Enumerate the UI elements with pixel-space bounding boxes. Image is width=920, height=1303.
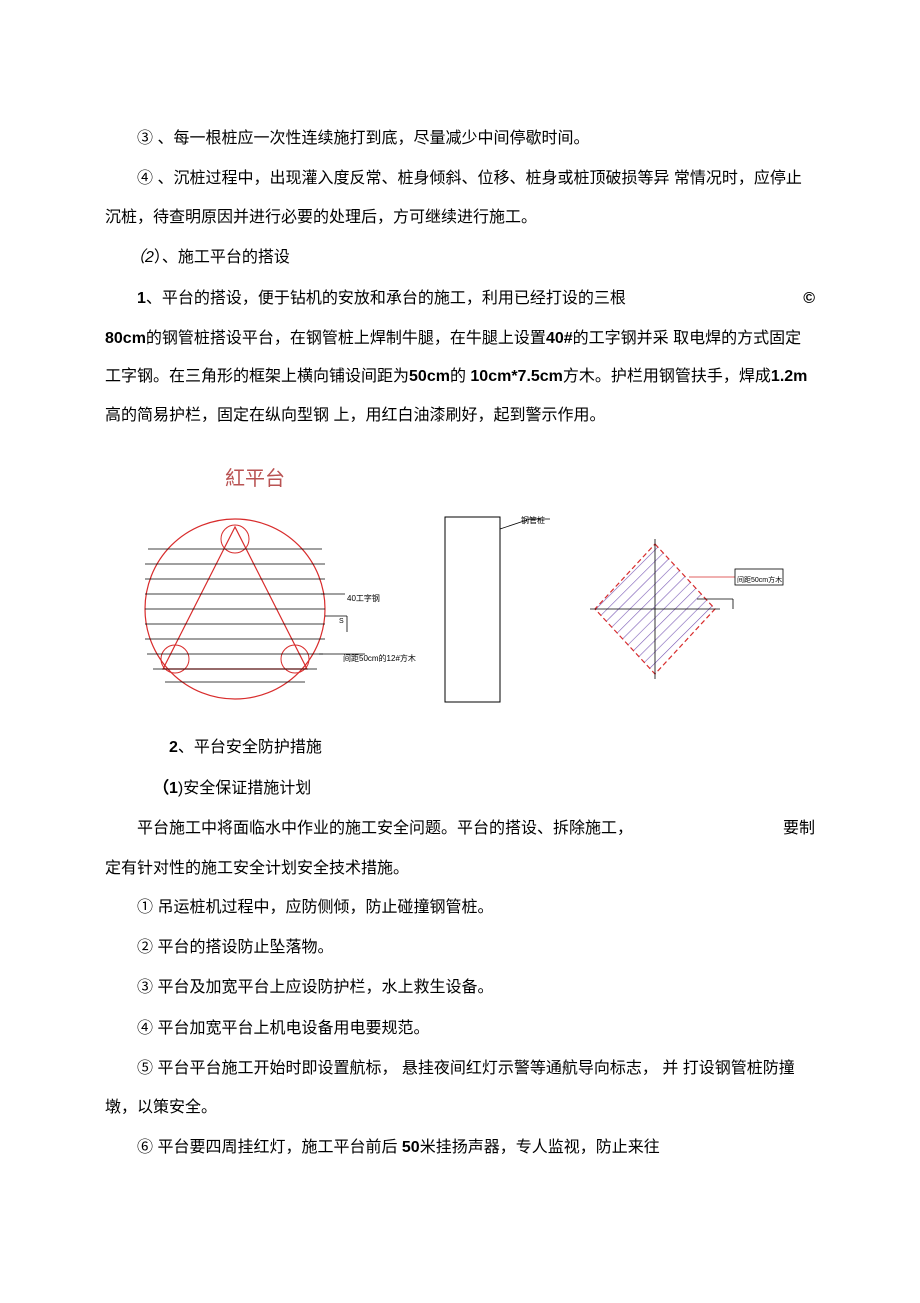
t4b9: 1.2m [771, 368, 807, 385]
para-safety-intro2: 定有针对性的施工安全计划安全技术措施。 [105, 850, 815, 888]
num-1: 1 [137, 290, 146, 307]
t4b2: 的钢管桩搭设平台，在钢管桩上焊制牛腿，在牛腿上设置 [146, 330, 546, 347]
item-4: ④ 、沉桩过程中，出现灌入度反常、桩身倾斜、位移、桩身或桩顶破损等异 常情况时，… [105, 160, 815, 237]
t13c: 米挂扬声器，专人监视，防止来往 [420, 1139, 660, 1156]
diagram-title: 紅平台 [105, 455, 815, 503]
section-2-num: （2 [129, 249, 154, 266]
t4b1: 80cm [105, 330, 146, 347]
para-platform-setup-cont: 80cm的钢管桩搭设平台，在钢管桩上焊制牛腿，在牛腿上设置40#的工字钢并采 取… [105, 320, 815, 435]
label-50cm: 间距50cm方木 [737, 573, 782, 590]
item-c4: ④ 平台加宽平台上机电设备用电要规范。 [105, 1010, 815, 1048]
item-c5: ⑤ 平台平台施工开始时即设置航标， 悬挂夜间红灯示警等通航导向标志， 并 打设钢… [105, 1050, 815, 1127]
t4right: © [771, 280, 815, 318]
diagram-row: 40工字钢 S 间距50cm的12#方木 钢管桩 间距50cm [105, 509, 815, 709]
item-c2: ② 平台的搭设防止坠落物。 [105, 929, 815, 967]
t4b7: 10cm*7.5cm [470, 368, 563, 385]
t4b5: 50cm [409, 368, 450, 385]
diagram-left: 40工字钢 S 间距50cm的12#方木 [125, 509, 405, 709]
label-s: S [339, 614, 344, 631]
num-2: 2 [169, 739, 178, 756]
section-2-title: ）、施工平台的搭设 [154, 249, 290, 266]
circle-diagram-svg [125, 509, 405, 709]
item-3: ③ 、每一根桩应一次性连续施打到底，尽量减少中间停歇时间。 [105, 120, 815, 158]
t13b: 50 [402, 1139, 420, 1156]
t4b10: 高的简易护栏，固定在纵向型钢 上，用红白油漆刷好，起到警示作用。 [105, 407, 605, 424]
item-c1: ① 吊运桩机过程中，应防侧倾，防止碰撞钢管桩。 [105, 889, 815, 927]
sub-1: （1)安全保证措施计划 [105, 770, 815, 808]
section-2: （2）、施工平台的搭设 [105, 239, 815, 277]
diagram-right: 间距50cm方木 [585, 529, 785, 689]
t6: )安全保证措施计划 [178, 780, 311, 797]
label-jianju: 间距50cm的12#方木 [343, 649, 416, 668]
item-c3: ③ 平台及加宽平台上应设防护栏，水上救生设备。 [105, 969, 815, 1007]
rect-diagram-svg [435, 509, 555, 709]
diagram-middle: 钢管桩 [435, 509, 555, 709]
para-platform-setup: 1、平台的搭设，便于钻机的安放和承台的施工，利用已经打设的三根 © [105, 280, 815, 318]
t5: 、平台安全防护措施 [178, 739, 322, 756]
item-c6: ⑥ 平台要四周挂红灯，施工平台前后 50米挂扬声器，专人监视，防止来往 [105, 1129, 815, 1167]
t7b: 要制 [751, 810, 815, 848]
t4b8: 方木。护栏用钢管扶手，焊成 [563, 368, 771, 385]
para-safety-intro: 平台施工中将面临水中作业的施工安全问题。平台的搭设、拆除施工， 要制 [105, 810, 815, 848]
t7a: 平台施工中将面临水中作业的施工安全问题。平台的搭设、拆除施工， [137, 820, 633, 837]
t4a: 、平台的搭设，便于钻机的安放和承台的施工，利用已经打设的三根 [146, 290, 626, 307]
label-40: 40工字钢 [347, 589, 380, 608]
t13a: ⑥ 平台要四周挂红灯，施工平台前后 [137, 1139, 402, 1156]
label-gangguan: 钢管桩 [521, 511, 545, 530]
t4b3: 40# [546, 330, 573, 347]
t4b6: 的 [450, 368, 470, 385]
sub1-num: （1 [153, 780, 178, 797]
section-2-safety: 2、平台安全防护措施 [105, 729, 815, 767]
diamond-diagram-svg [585, 529, 785, 689]
